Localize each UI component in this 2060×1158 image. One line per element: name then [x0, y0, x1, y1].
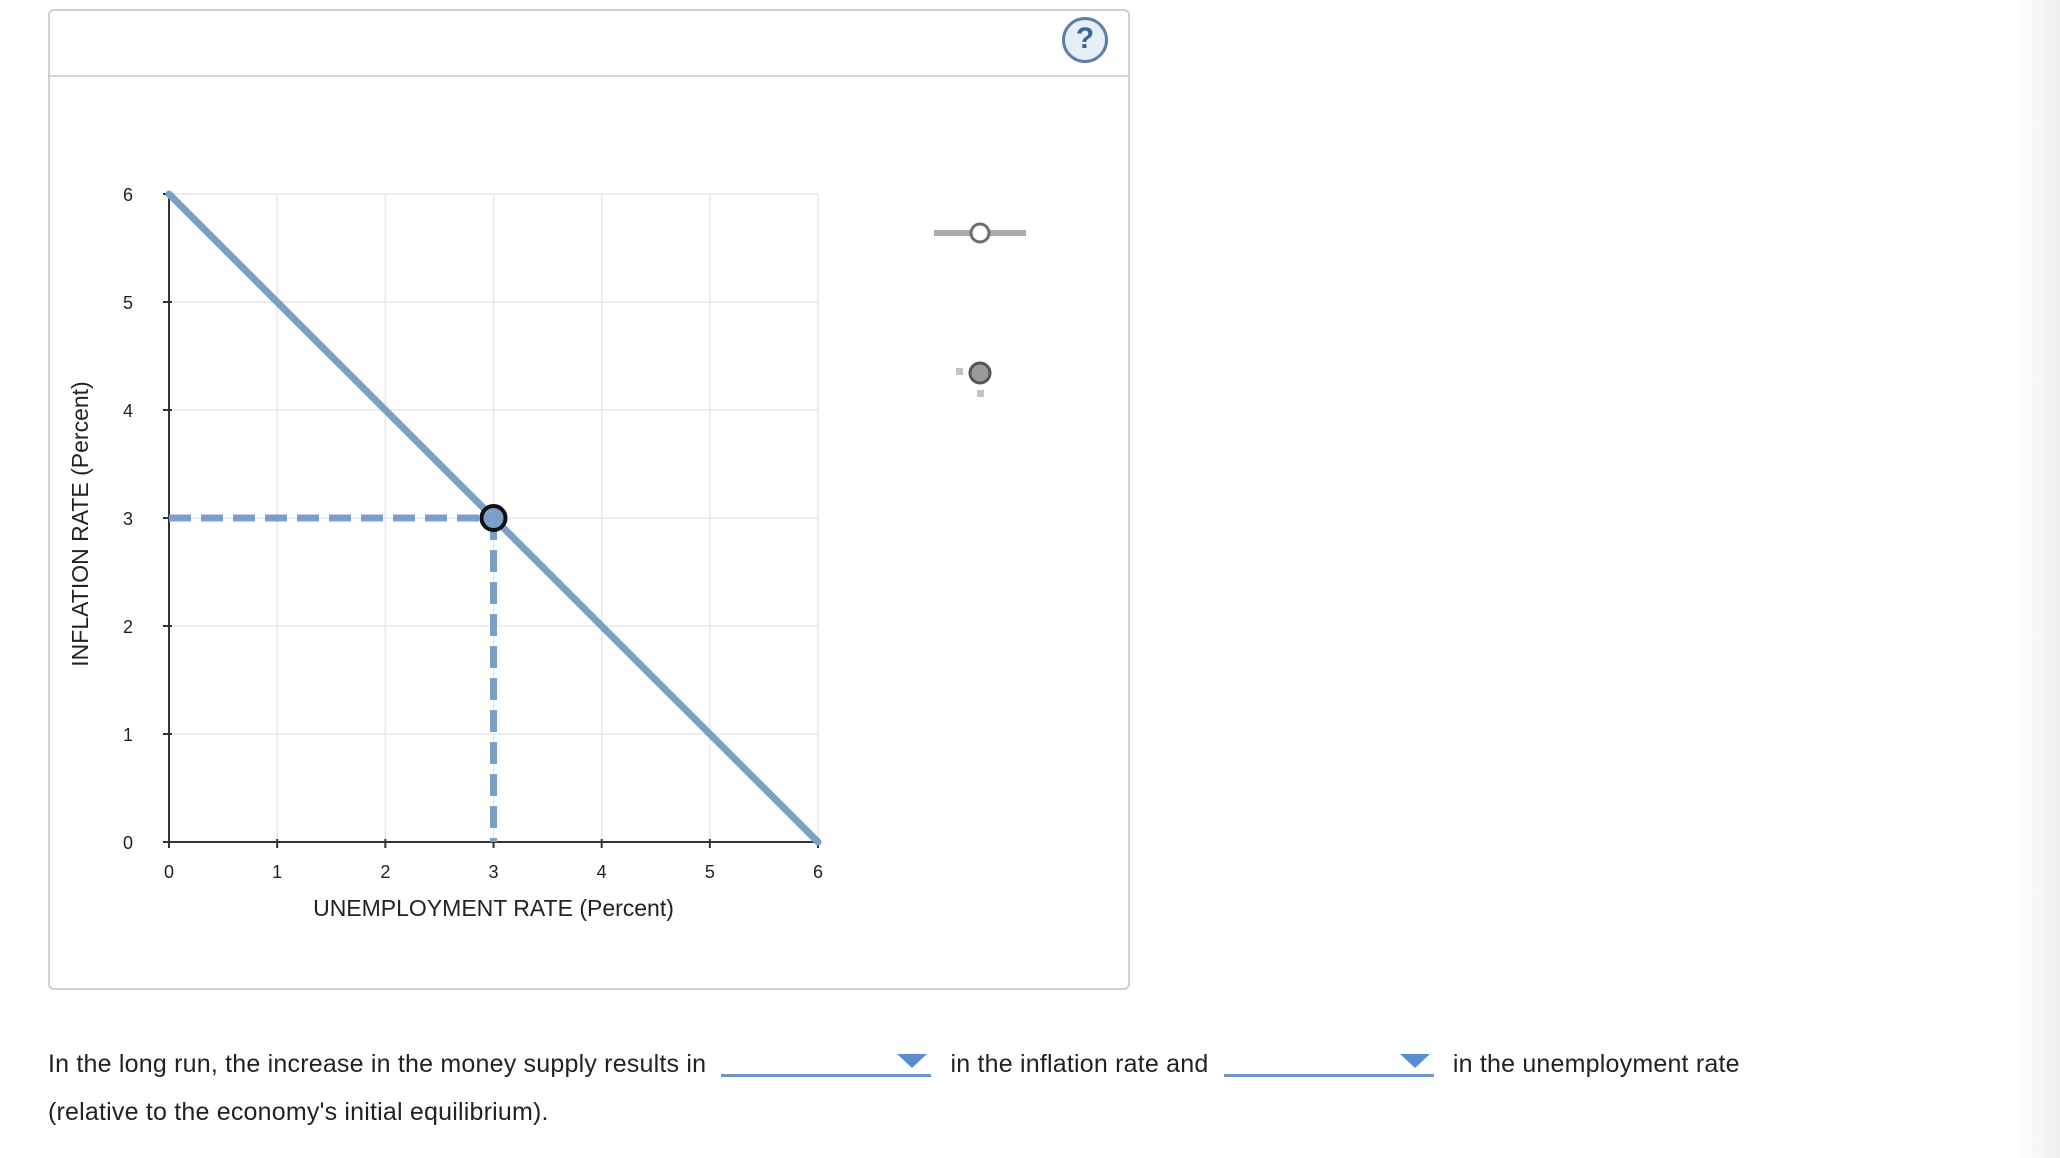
y-tick-label: 1	[123, 725, 133, 745]
x-tick-label: 1	[272, 862, 282, 882]
y-tick-label: 0	[123, 833, 133, 853]
y-tick-label: 3	[123, 509, 133, 529]
question-text-end: (relative to the economy's initial equil…	[48, 1098, 549, 1126]
line-tool-icon	[934, 222, 1026, 244]
chevron-down-icon	[897, 1053, 928, 1068]
panel-header	[50, 11, 1128, 77]
x-tick-label: 4	[597, 862, 607, 882]
question-text-before: In the long run, the increase in the mon…	[48, 1050, 707, 1078]
inflation-change-dropdown[interactable]	[721, 1042, 932, 1077]
y-tick-label: 6	[123, 185, 133, 205]
equilibrium-point	[479, 504, 508, 532]
x-axis-label: UNEMPLOYMENT RATE (Percent)	[313, 895, 674, 921]
page-edge-shadow	[2014, 0, 2060, 1158]
question-circle-icon: ?	[1075, 22, 1095, 55]
chevron-down-icon	[1399, 1053, 1430, 1068]
y-axis-label: INFLATION RATE (Percent)	[67, 381, 93, 666]
line-drawing-tool[interactable]	[930, 218, 1030, 248]
x-tick-label: 0	[164, 862, 174, 882]
x-tick-label: 3	[488, 862, 498, 882]
unemployment-change-dropdown[interactable]	[1223, 1042, 1434, 1077]
y-tick-label: 4	[123, 401, 133, 421]
y-tick-label: 2	[123, 617, 133, 637]
x-tick-label: 2	[380, 862, 390, 882]
help-button[interactable]: ?	[1062, 17, 1108, 63]
y-tick-label: 5	[123, 293, 133, 313]
point-tool-icon	[956, 361, 992, 397]
x-tick-label: 6	[813, 862, 823, 882]
point-drawing-tool[interactable]	[950, 358, 1000, 404]
question-text-after: in the unemployment rate	[1452, 1050, 1740, 1078]
x-tick-label: 5	[705, 862, 715, 882]
question-text-middle: in the inflation rate and	[950, 1050, 1209, 1078]
question-prompt: In the long run, the increase in the mon…	[48, 1040, 2008, 1136]
